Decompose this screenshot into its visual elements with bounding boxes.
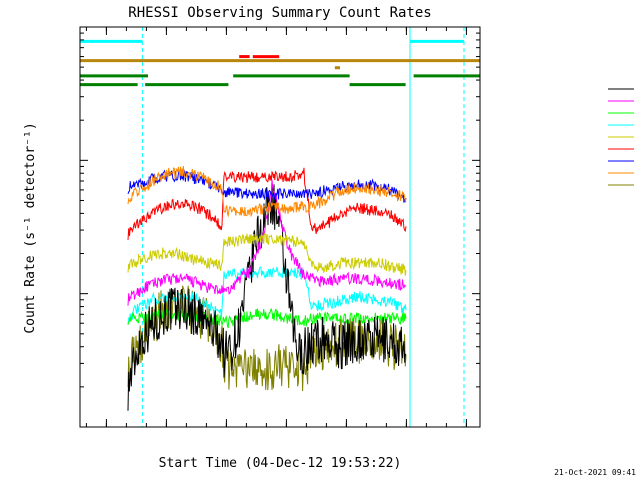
series-line-6-12-kev	[127, 179, 407, 306]
series-line-25-50-kev	[127, 266, 407, 325]
x-axis-label: Start Time (04-Dec-12 19:53:22)	[159, 456, 402, 471]
series-line-800-7000-kev	[127, 165, 407, 218]
series-line-100-300-kev	[127, 167, 407, 241]
series-line-300-800-kev	[127, 169, 407, 203]
chart-title: RHESSI Observing Summary Count Rates	[128, 5, 431, 21]
legend	[608, 88, 634, 186]
plot-frame	[79, 26, 481, 428]
timestamp: 21-Oct-2021 09:41	[554, 468, 636, 477]
y-axis-label: Count Rate (s⁻¹ detector⁻¹)	[23, 122, 38, 333]
series-line-3-6-kev	[127, 181, 407, 411]
series-line-50-100-kev	[127, 232, 407, 276]
